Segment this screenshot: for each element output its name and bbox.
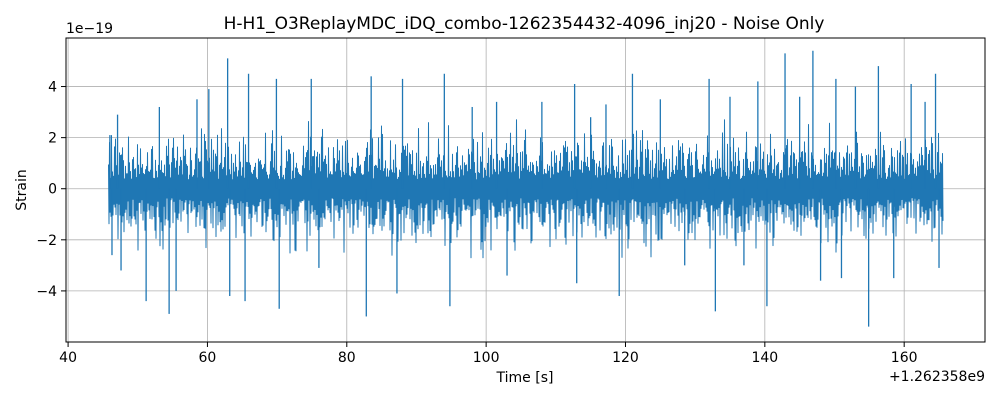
plot-frame: [65, 37, 986, 343]
y-tick-label: −2: [36, 233, 57, 249]
x-tick-label: 60: [199, 350, 217, 366]
strain-line: [108, 119, 944, 259]
y-tick-label: 4: [48, 80, 57, 96]
y-tick-label: −4: [36, 284, 57, 300]
x-tick-label: 40: [59, 350, 77, 366]
x-axis-label: Time [s]: [496, 370, 554, 386]
y-axis-scale-label: 1e−19: [66, 21, 113, 37]
x-tick-label: 100: [473, 350, 500, 366]
strain-spikes: [109, 50, 940, 327]
y-tick-label: 0: [48, 182, 57, 198]
x-axis-ticks: 40 60 80 100 120 140 160: [59, 342, 918, 366]
y-axis-ticks: −4 −2 0 2 4: [36, 80, 66, 300]
x-tick-label: 120: [612, 350, 639, 366]
y-axis-label: Strain: [14, 169, 30, 210]
chart-title: H-H1_O3ReplayMDC_iDQ_combo-1262354432-40…: [224, 14, 825, 34]
x-tick-label: 160: [891, 350, 918, 366]
x-tick-label: 140: [751, 350, 778, 366]
strain-series: [108, 119, 944, 259]
x-tick-label: 80: [338, 350, 356, 366]
y-tick-label: 2: [48, 131, 57, 147]
x-axis-offset-label: +1.262358e9: [889, 369, 985, 385]
